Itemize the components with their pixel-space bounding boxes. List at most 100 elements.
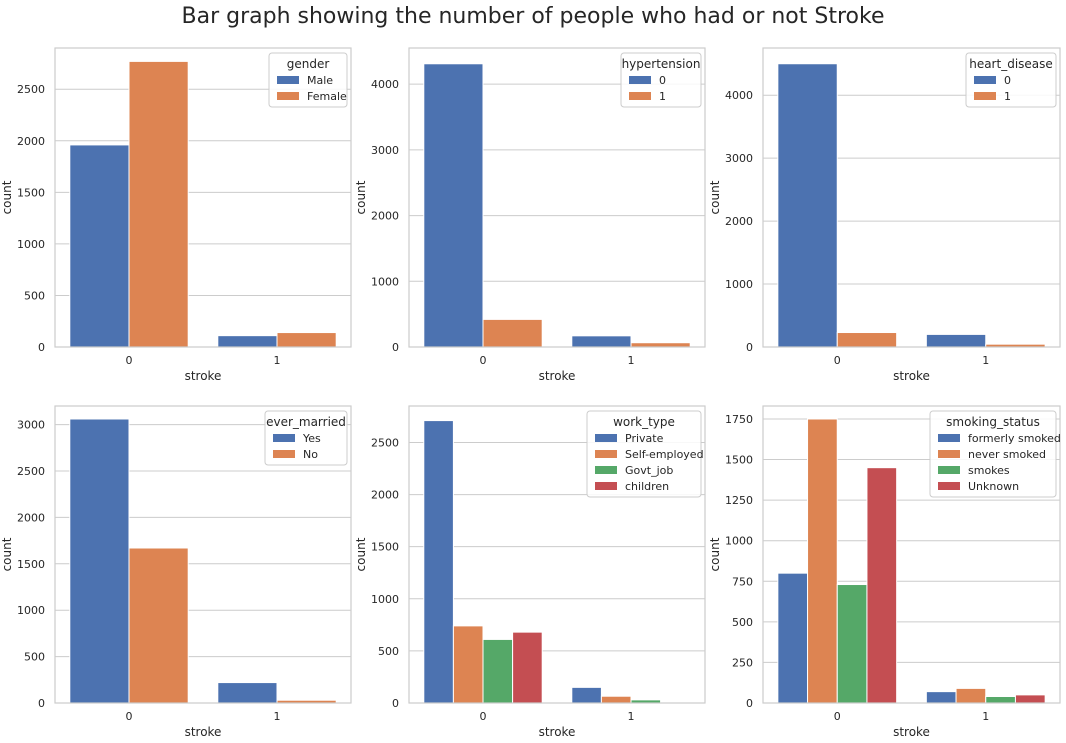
axes-frame <box>408 47 706 348</box>
legend: smoking_status formerly smoked never smoke… <box>929 410 1061 498</box>
y-tick-label: 0 <box>392 697 399 710</box>
bar-1-stroke-0 <box>482 318 543 348</box>
x-tick-label: 0 <box>480 354 487 367</box>
x-tick-label: 0 <box>834 710 841 723</box>
bar-private-stroke-0 <box>423 420 454 704</box>
y-tick-label: 1500 <box>17 186 45 199</box>
legend: hypertension 0 1 <box>620 52 702 108</box>
y-axis-label: count <box>708 180 722 214</box>
y-tick-label: 2000 <box>725 215 753 228</box>
legend-swatch <box>629 92 651 100</box>
legend: ever_married Yes No <box>264 410 348 466</box>
legend-swatch <box>595 482 617 490</box>
y-tick-label: 2000 <box>17 135 45 148</box>
bar-unknown-stroke-1 <box>1014 694 1046 704</box>
bar-unknown-stroke-0 <box>866 467 898 704</box>
legend-title: heart_disease <box>969 57 1053 71</box>
y-tick-label: 0 <box>746 697 753 710</box>
bar-smokes-stroke-0 <box>836 584 868 704</box>
y-tick-label: 1000 <box>371 275 399 288</box>
bar-1-stroke-1 <box>630 342 691 348</box>
y-tick-label: 500 <box>24 651 45 664</box>
legend-swatch <box>938 482 960 490</box>
x-tick-label: 0 <box>126 710 133 723</box>
bar-never-smoked-stroke-1 <box>955 687 987 704</box>
y-tick-label: 4000 <box>371 78 399 91</box>
legend-title: smoking_status <box>946 415 1040 429</box>
x-tick-label: 1 <box>274 354 281 367</box>
legend-swatch <box>938 466 960 474</box>
legend-title: ever_married <box>266 415 346 429</box>
axes-frame <box>762 405 1061 704</box>
x-axis-label: stroke <box>893 369 930 383</box>
legend: work_type Private Self-employed Govt_jobchi… <box>586 410 704 498</box>
legend-entry: Male <box>307 74 333 87</box>
axes-frame <box>54 47 352 348</box>
legend-entry: Self-employed <box>625 448 704 461</box>
x-tick-label: 1 <box>628 710 635 723</box>
axes-frame <box>408 405 706 704</box>
y-axis-label: count <box>354 180 368 214</box>
legend-box <box>929 410 1057 498</box>
bar-0-stroke-0 <box>423 63 484 348</box>
bar-1-stroke-0 <box>836 332 898 348</box>
legend-entry: Yes <box>302 432 321 445</box>
x-tick-label: 0 <box>480 710 487 723</box>
y-tick-label: 1000 <box>17 238 45 251</box>
y-tick-label: 500 <box>378 645 399 658</box>
legend-swatch <box>938 450 960 458</box>
bar-female-stroke-0 <box>128 60 189 348</box>
bar-male-stroke-1 <box>217 335 278 348</box>
legend-entry: 1 <box>659 90 666 103</box>
legend-entry: children <box>625 480 669 493</box>
x-tick-label: 0 <box>834 354 841 367</box>
legend-entry: No <box>303 448 318 461</box>
x-axis-label: stroke <box>539 369 576 383</box>
y-tick-label: 3000 <box>725 152 753 165</box>
x-axis-label: stroke <box>185 725 222 739</box>
legend-entry: 0 <box>1004 74 1011 87</box>
bar-female-stroke-1 <box>276 332 337 348</box>
y-tick-label: 1750 <box>725 413 753 426</box>
bar-0-stroke-1 <box>925 333 987 348</box>
legend: gender Male Female <box>268 52 348 108</box>
bar-govt-job-stroke-0 <box>482 638 514 704</box>
legend-swatch <box>595 466 617 474</box>
y-tick-label: 4000 <box>725 89 753 102</box>
x-axis-label: stroke <box>539 725 576 739</box>
bar-self-employed-stroke-0 <box>452 625 484 704</box>
y-tick-label: 1500 <box>371 541 399 554</box>
legend-swatch <box>273 434 295 442</box>
y-tick-label: 2000 <box>17 511 45 524</box>
y-tick-label: 250 <box>732 656 753 669</box>
y-tick-label: 1500 <box>725 454 753 467</box>
y-axis-label: count <box>0 180 14 214</box>
y-tick-label: 500 <box>24 289 45 302</box>
y-tick-label: 2000 <box>371 489 399 502</box>
y-axis-label: count <box>0 537 14 571</box>
y-tick-label: 1000 <box>725 278 753 291</box>
legend-swatch <box>277 92 299 100</box>
bar-yes-stroke-0 <box>69 418 130 704</box>
subplot-6: 0 250 500 750 1000 1250 1500 1750 0 1 stroke count s… <box>708 405 1061 739</box>
y-tick-label: 2500 <box>17 83 45 96</box>
bar-smokes-stroke-1 <box>985 696 1016 704</box>
figure-title: Bar graph showing the number of people w… <box>181 4 885 29</box>
legend-title: gender <box>287 57 330 71</box>
legend-entry: never smoked <box>968 448 1046 461</box>
legend-entry: 0 <box>659 74 666 87</box>
bar-0-stroke-0 <box>777 63 838 348</box>
y-tick-label: 3000 <box>371 144 399 157</box>
bar-private-stroke-1 <box>571 686 602 704</box>
y-tick-label: 500 <box>732 616 753 629</box>
y-tick-label: 0 <box>38 341 45 354</box>
legend-entry: smokes <box>968 464 1010 477</box>
legend-swatch <box>595 450 617 458</box>
legend-swatch <box>974 92 996 100</box>
y-tick-label: 1500 <box>17 558 45 571</box>
x-tick-label: 1 <box>628 354 635 367</box>
subplot-2: 0 1000 2000 3000 4000 0 1 stroke count hypertensi… <box>354 47 706 383</box>
bar-no-stroke-0 <box>128 547 189 704</box>
bar-yes-stroke-1 <box>217 682 278 704</box>
legend-entry: Female <box>307 90 347 103</box>
